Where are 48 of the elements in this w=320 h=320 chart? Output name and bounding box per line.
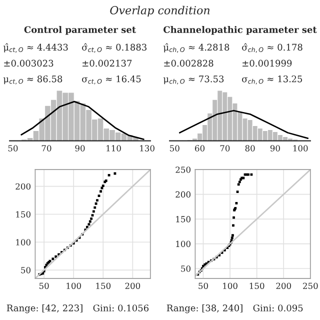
y-tick-label: 100 <box>176 240 190 248</box>
x-tick-label: 110 <box>106 145 121 152</box>
x-tick-label: 50 <box>39 282 49 290</box>
x-tick-label: 150 <box>250 282 264 290</box>
x-tick-label: 250 <box>303 282 318 290</box>
y-tick-label: 250 <box>176 166 190 173</box>
x-tick-label: 130 <box>140 145 154 152</box>
text: μ̂$_{ct,O}$ ≈ 4.4433 <box>4 43 68 53</box>
x-tick-label: 200 <box>125 282 140 290</box>
x-tick-label: 90 <box>75 145 85 152</box>
text: ±0.003023 <box>4 60 54 67</box>
x-tick-label: 70 <box>220 145 230 152</box>
x-tick-label: 90 <box>270 145 280 152</box>
text: σ̂$_{ct,O}$ ≈ 0.1883 <box>82 43 146 53</box>
y-tick-label: 150 <box>176 216 190 222</box>
text: ±0.002137 <box>82 60 132 67</box>
text: μ$_{ct,O}$ ≈ 86.58 <box>4 75 62 84</box>
x-tick-label: 60 <box>195 145 205 152</box>
chart-subtitle: Channelopathic parameter set <box>164 26 317 35</box>
x-tick-label: 50 <box>170 145 180 152</box>
x-tick-label: 80 <box>245 145 255 152</box>
text: σ̂$_{ch,O}$ ≈ 0.178 <box>242 43 302 53</box>
x-tick-label: 150 <box>96 282 111 290</box>
chart-subtitle: Control parameter set <box>24 26 136 35</box>
text: Range: [42, 223] <box>6 304 82 314</box>
y-tick-label: 100 <box>16 239 30 246</box>
x-tick-label: 50 <box>8 145 18 152</box>
x-tick-label: 200 <box>276 282 292 290</box>
x-tick-label: 50 <box>198 282 208 290</box>
text: μ$_{ch,O}$ ≈ 73.53 <box>164 75 224 84</box>
text: Gini: 0.095 <box>253 304 303 312</box>
x-tick-label: 100 <box>223 282 238 290</box>
text: σ$_{ch,O}$ ≈ 13.25 <box>242 75 302 84</box>
x-tick-label: 100 <box>293 145 308 152</box>
text: ±0.002828 <box>164 60 214 67</box>
text: ±0.001999 <box>242 60 292 67</box>
x-tick-label: 70 <box>42 145 52 152</box>
x-tick-label: 100 <box>66 282 81 290</box>
text: Range: [38, 240] <box>166 304 242 314</box>
y-tick-label: 150 <box>16 211 30 218</box>
text: μ̂$_{ch,O}$ ≈ 4.2818 <box>164 43 230 53</box>
y-tick-label: 200 <box>16 183 30 190</box>
y-tick-label: 50 <box>181 265 190 272</box>
text: σ$_{ct,O}$ ≈ 16.45 <box>82 75 141 84</box>
text: Gini: 0.1056 <box>93 304 149 312</box>
chart-title: Overlap condition <box>110 6 210 17</box>
y-tick-label: 50 <box>21 267 30 274</box>
y-tick-label: 200 <box>176 191 190 198</box>
